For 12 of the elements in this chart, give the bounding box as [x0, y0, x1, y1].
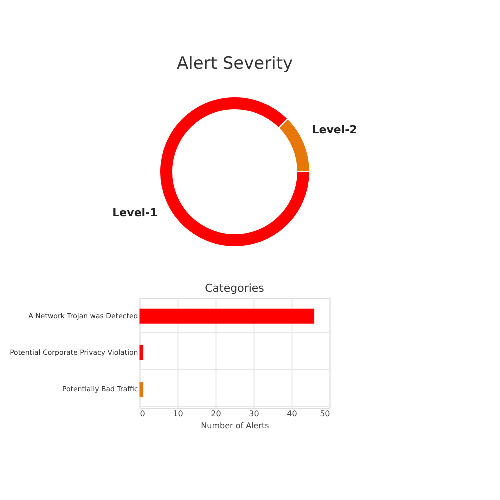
slice-label: Level-2: [312, 124, 358, 137]
chart-title: Alert Severity: [176, 54, 294, 74]
x-tick-label: 0: [140, 410, 146, 418]
x-tick-label: 10: [173, 410, 184, 418]
x-tick-label: 40: [287, 410, 298, 418]
x-axis-title: Number of Alerts: [201, 422, 270, 430]
donut-slice: [160, 96, 310, 248]
x-tick-label: 30: [249, 410, 260, 418]
x-tick-label: 20: [211, 410, 222, 418]
slice-label: Level-1: [112, 206, 158, 220]
chart-title: Categories: [205, 282, 265, 295]
x-tick-label: 50: [320, 410, 330, 418]
